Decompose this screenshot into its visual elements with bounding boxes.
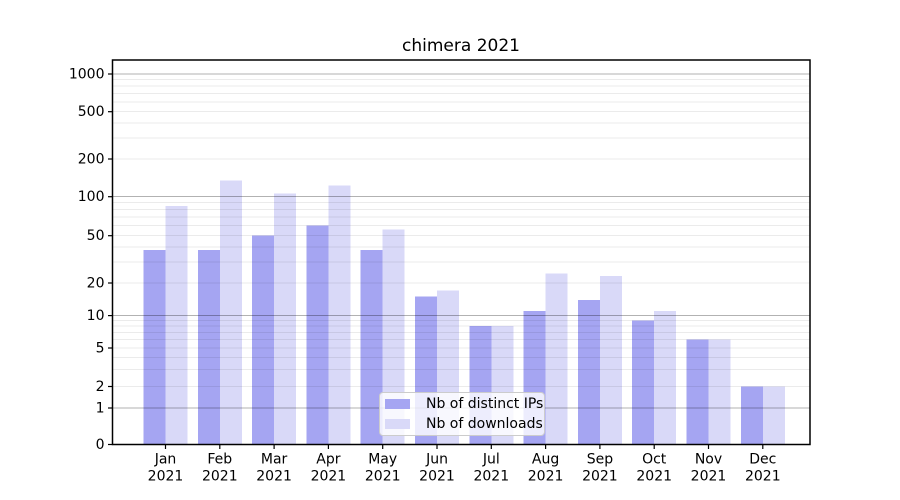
- x-tick-label-jun: Jun: [425, 452, 448, 468]
- legend-item-downloads: Nb of downloads: [385, 416, 543, 433]
- x-tick-label-jan: Jan: [154, 452, 177, 468]
- x-tick-label-nov-year: 2021: [691, 469, 727, 485]
- bar-downloads-apr: [328, 185, 351, 445]
- legend: Nb of distinct IPs Nb of downloads: [379, 392, 545, 436]
- legend-label-distinct-ips: Nb of distinct IPs: [426, 395, 544, 412]
- x-tick-label-aug: Aug: [532, 452, 559, 468]
- bar-downloads-feb: [219, 180, 242, 445]
- bar-downloads-jan: [165, 205, 188, 445]
- x-tick-label-may: May: [368, 452, 397, 468]
- x-tick-label-may-year: 2021: [365, 469, 401, 485]
- y-tick-label-1: 1: [96, 401, 105, 417]
- bar-downloads-may: [382, 229, 405, 445]
- plot-border: [111, 59, 811, 446]
- x-tick-label-apr: Apr: [316, 452, 340, 468]
- y-tick-label-50: 50: [87, 228, 105, 244]
- x-tick-label-sep: Sep: [587, 452, 614, 468]
- y-tick-label-1000: 1000: [69, 67, 105, 83]
- x-tick-label-aug-year: 2021: [528, 469, 564, 485]
- x-tick-label-jan-year: 2021: [148, 469, 184, 485]
- bar-distinct-ips-dec: [740, 386, 763, 445]
- legend-swatch-downloads: [385, 419, 410, 429]
- x-tick-label-feb-year: 2021: [202, 469, 238, 485]
- y-tick-label-2: 2: [96, 379, 105, 395]
- bar-downloads-mar: [274, 193, 297, 445]
- legend-label-downloads: Nb of downloads: [426, 415, 543, 432]
- x-tick-label-oct-year: 2021: [636, 469, 672, 485]
- bar-distinct-ips-may: [360, 249, 383, 445]
- bar-distinct-ips-feb: [197, 249, 220, 445]
- x-tick-label-sep-year: 2021: [582, 469, 618, 485]
- bar-distinct-ips-nov: [686, 339, 709, 445]
- x-tick-label-apr-year: 2021: [311, 469, 347, 485]
- bar-distinct-ips-sep: [577, 299, 600, 445]
- y-tick-label-0: 0: [96, 437, 105, 453]
- x-tick-label-jun-year: 2021: [419, 469, 455, 485]
- y-tick-label-200: 200: [78, 152, 105, 168]
- x-tick-label-mar-year: 2021: [256, 469, 292, 485]
- x-tick-label-dec: Dec: [749, 452, 776, 468]
- bar-distinct-ips-mar: [252, 235, 275, 445]
- y-tick-label-10: 10: [87, 308, 105, 324]
- bar-downloads-dec: [762, 386, 785, 445]
- legend-item-distinct-ips: Nb of distinct IPs: [385, 396, 543, 413]
- x-tick-label-jul-year: 2021: [473, 469, 509, 485]
- bar-downloads-aug: [545, 273, 568, 445]
- x-tick-label-oct: Oct: [642, 452, 667, 468]
- x-tick-label-feb: Feb: [207, 452, 232, 468]
- y-tick-label-500: 500: [78, 104, 105, 120]
- x-tick-label-nov: Nov: [695, 452, 722, 468]
- x-tick-label-jul: Jul: [482, 452, 500, 468]
- chart-title: chimera 2021: [402, 36, 520, 56]
- bar-distinct-ips-jan: [143, 249, 166, 445]
- bar-downloads-oct: [654, 311, 677, 445]
- x-tick-label-dec-year: 2021: [745, 469, 781, 485]
- bar-downloads-nov: [708, 339, 731, 445]
- y-tick-label-100: 100: [78, 189, 105, 205]
- y-tick-label-5: 5: [96, 341, 105, 357]
- x-tick-label-mar: Mar: [261, 452, 288, 468]
- bar-distinct-ips-apr: [306, 225, 329, 445]
- y-tick-label-20: 20: [87, 276, 105, 292]
- legend-swatch-distinct-ips: [385, 399, 410, 409]
- bar-distinct-ips-oct: [632, 320, 655, 445]
- bar-downloads-sep: [599, 275, 622, 445]
